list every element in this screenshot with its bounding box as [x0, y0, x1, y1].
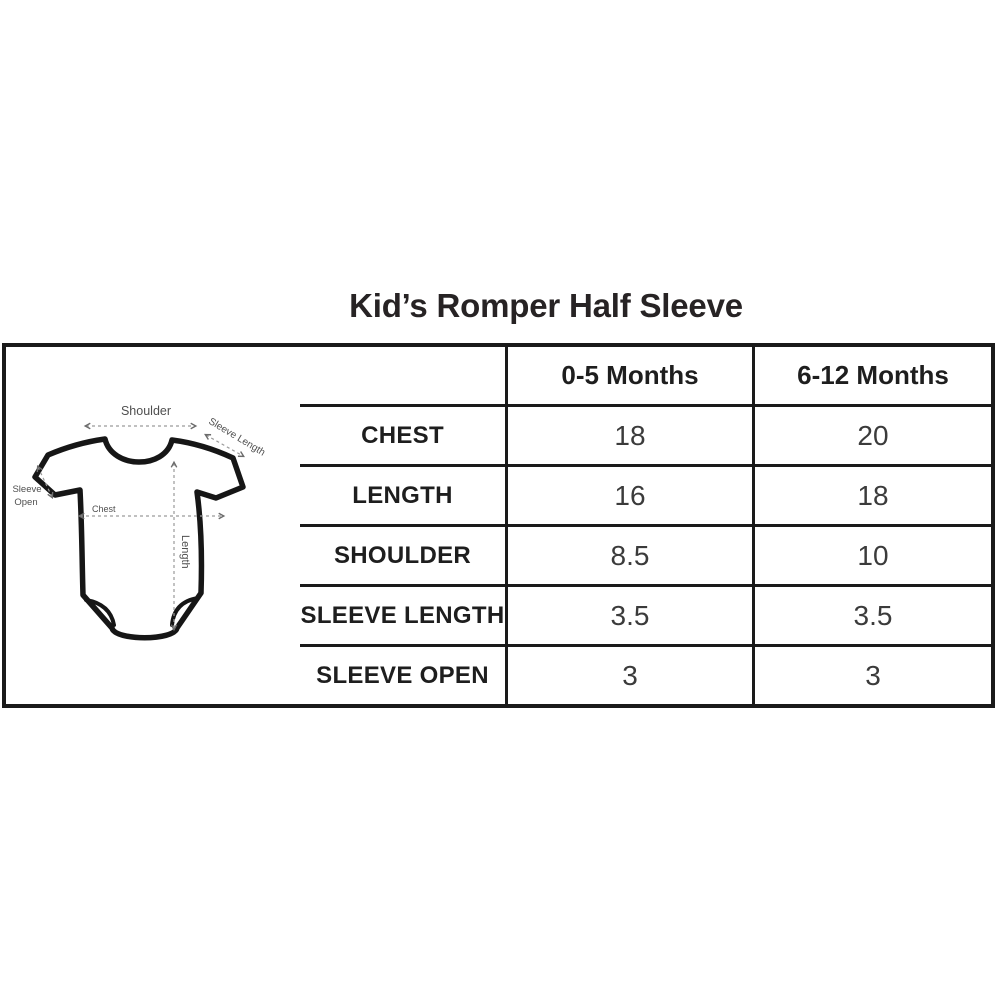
sleeve-open-value-6-12: 3 [752, 644, 991, 704]
row-label-sleeve-length: SLEEVE LENGTH [300, 584, 505, 644]
chest-value-6-12: 20 [752, 404, 991, 464]
sleeve-length-arrow [204, 433, 245, 458]
column-header-0-5-months: 0-5 Months [505, 347, 752, 404]
romper-diagram-svg: Shoulder Sleeve Length Sleeve Open Chest [12, 404, 267, 641]
sleeve-open-annotation: Sleeve Open [12, 464, 54, 508]
shoulder-value-0-5: 8.5 [505, 524, 752, 584]
length-annotation: Length [170, 460, 191, 632]
chest-label: Chest [92, 504, 116, 514]
row-label-sleeve-open: SLEEVE OPEN [300, 644, 505, 704]
chest-value-0-5: 18 [505, 404, 752, 464]
shoulder-value-6-12: 10 [752, 524, 991, 584]
chest-annotation: Chest [77, 504, 226, 520]
sleeve-open-value-0-5: 3 [505, 644, 752, 704]
shoulder-label: Shoulder [121, 404, 171, 418]
row-label-length: LENGTH [300, 464, 505, 524]
length-value-6-12: 18 [752, 464, 991, 524]
shoulder-annotation: Shoulder [83, 404, 198, 430]
column-header-6-12-months: 6-12 Months [752, 347, 991, 404]
sleeve-open-label-line1: Sleeve [12, 484, 41, 495]
sleeve-length-value-0-5: 3.5 [505, 584, 752, 644]
romper-outline [32, 436, 246, 641]
sleeve-length-value-6-12: 3.5 [752, 584, 991, 644]
page-title: Kid’s Romper Half Sleeve [349, 287, 743, 324]
romper-measurement-diagram: Shoulder Sleeve Length Sleeve Open Chest [6, 347, 300, 704]
left-leg-opening-curve [84, 598, 116, 627]
length-label: Length [179, 535, 191, 569]
table-corner-cell [300, 347, 505, 404]
size-chart-table: Shoulder Sleeve Length Sleeve Open Chest [2, 343, 995, 708]
row-label-shoulder: SHOULDER [300, 524, 505, 584]
length-value-0-5: 16 [505, 464, 752, 524]
row-label-chest: CHEST [300, 404, 505, 464]
sleeve-open-label-line2: Open [14, 497, 37, 508]
